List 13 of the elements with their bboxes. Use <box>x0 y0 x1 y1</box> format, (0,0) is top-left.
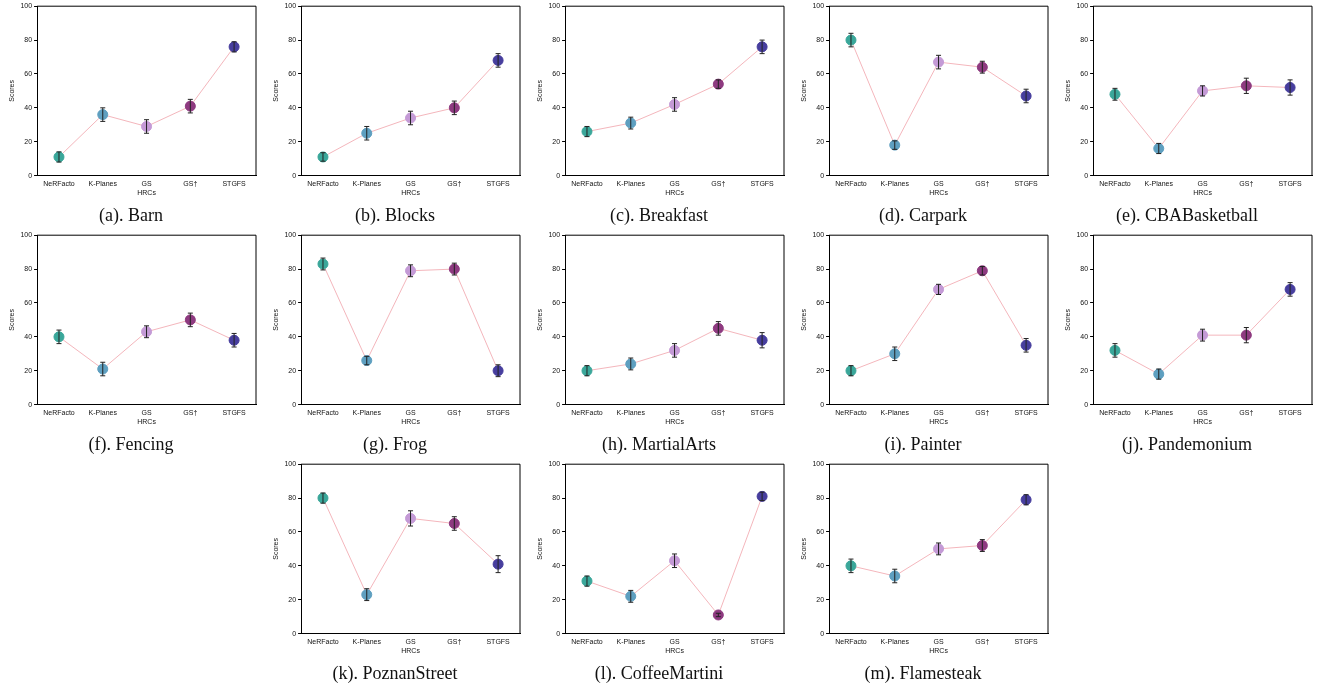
text: (e). CBABasketball <box>1116 204 1258 226</box>
text: (i). Painter <box>884 433 962 455</box>
text: (d). Carpark <box>879 204 967 226</box>
text: (m). Flamesteak <box>864 662 982 684</box>
text: (b). Blocks <box>355 204 435 226</box>
text: (c). Breakfast <box>610 204 708 226</box>
text: (l). CoffeeMartini <box>594 662 724 684</box>
text: (f). Fencing <box>88 433 174 455</box>
text: (h). MartialArts <box>602 433 716 455</box>
text: (g). Frog <box>363 433 427 455</box>
text: (j). Pandemonium <box>1122 433 1252 455</box>
text: (a). Barn <box>99 204 163 226</box>
text: (k). PoznanStreet <box>332 662 458 684</box>
